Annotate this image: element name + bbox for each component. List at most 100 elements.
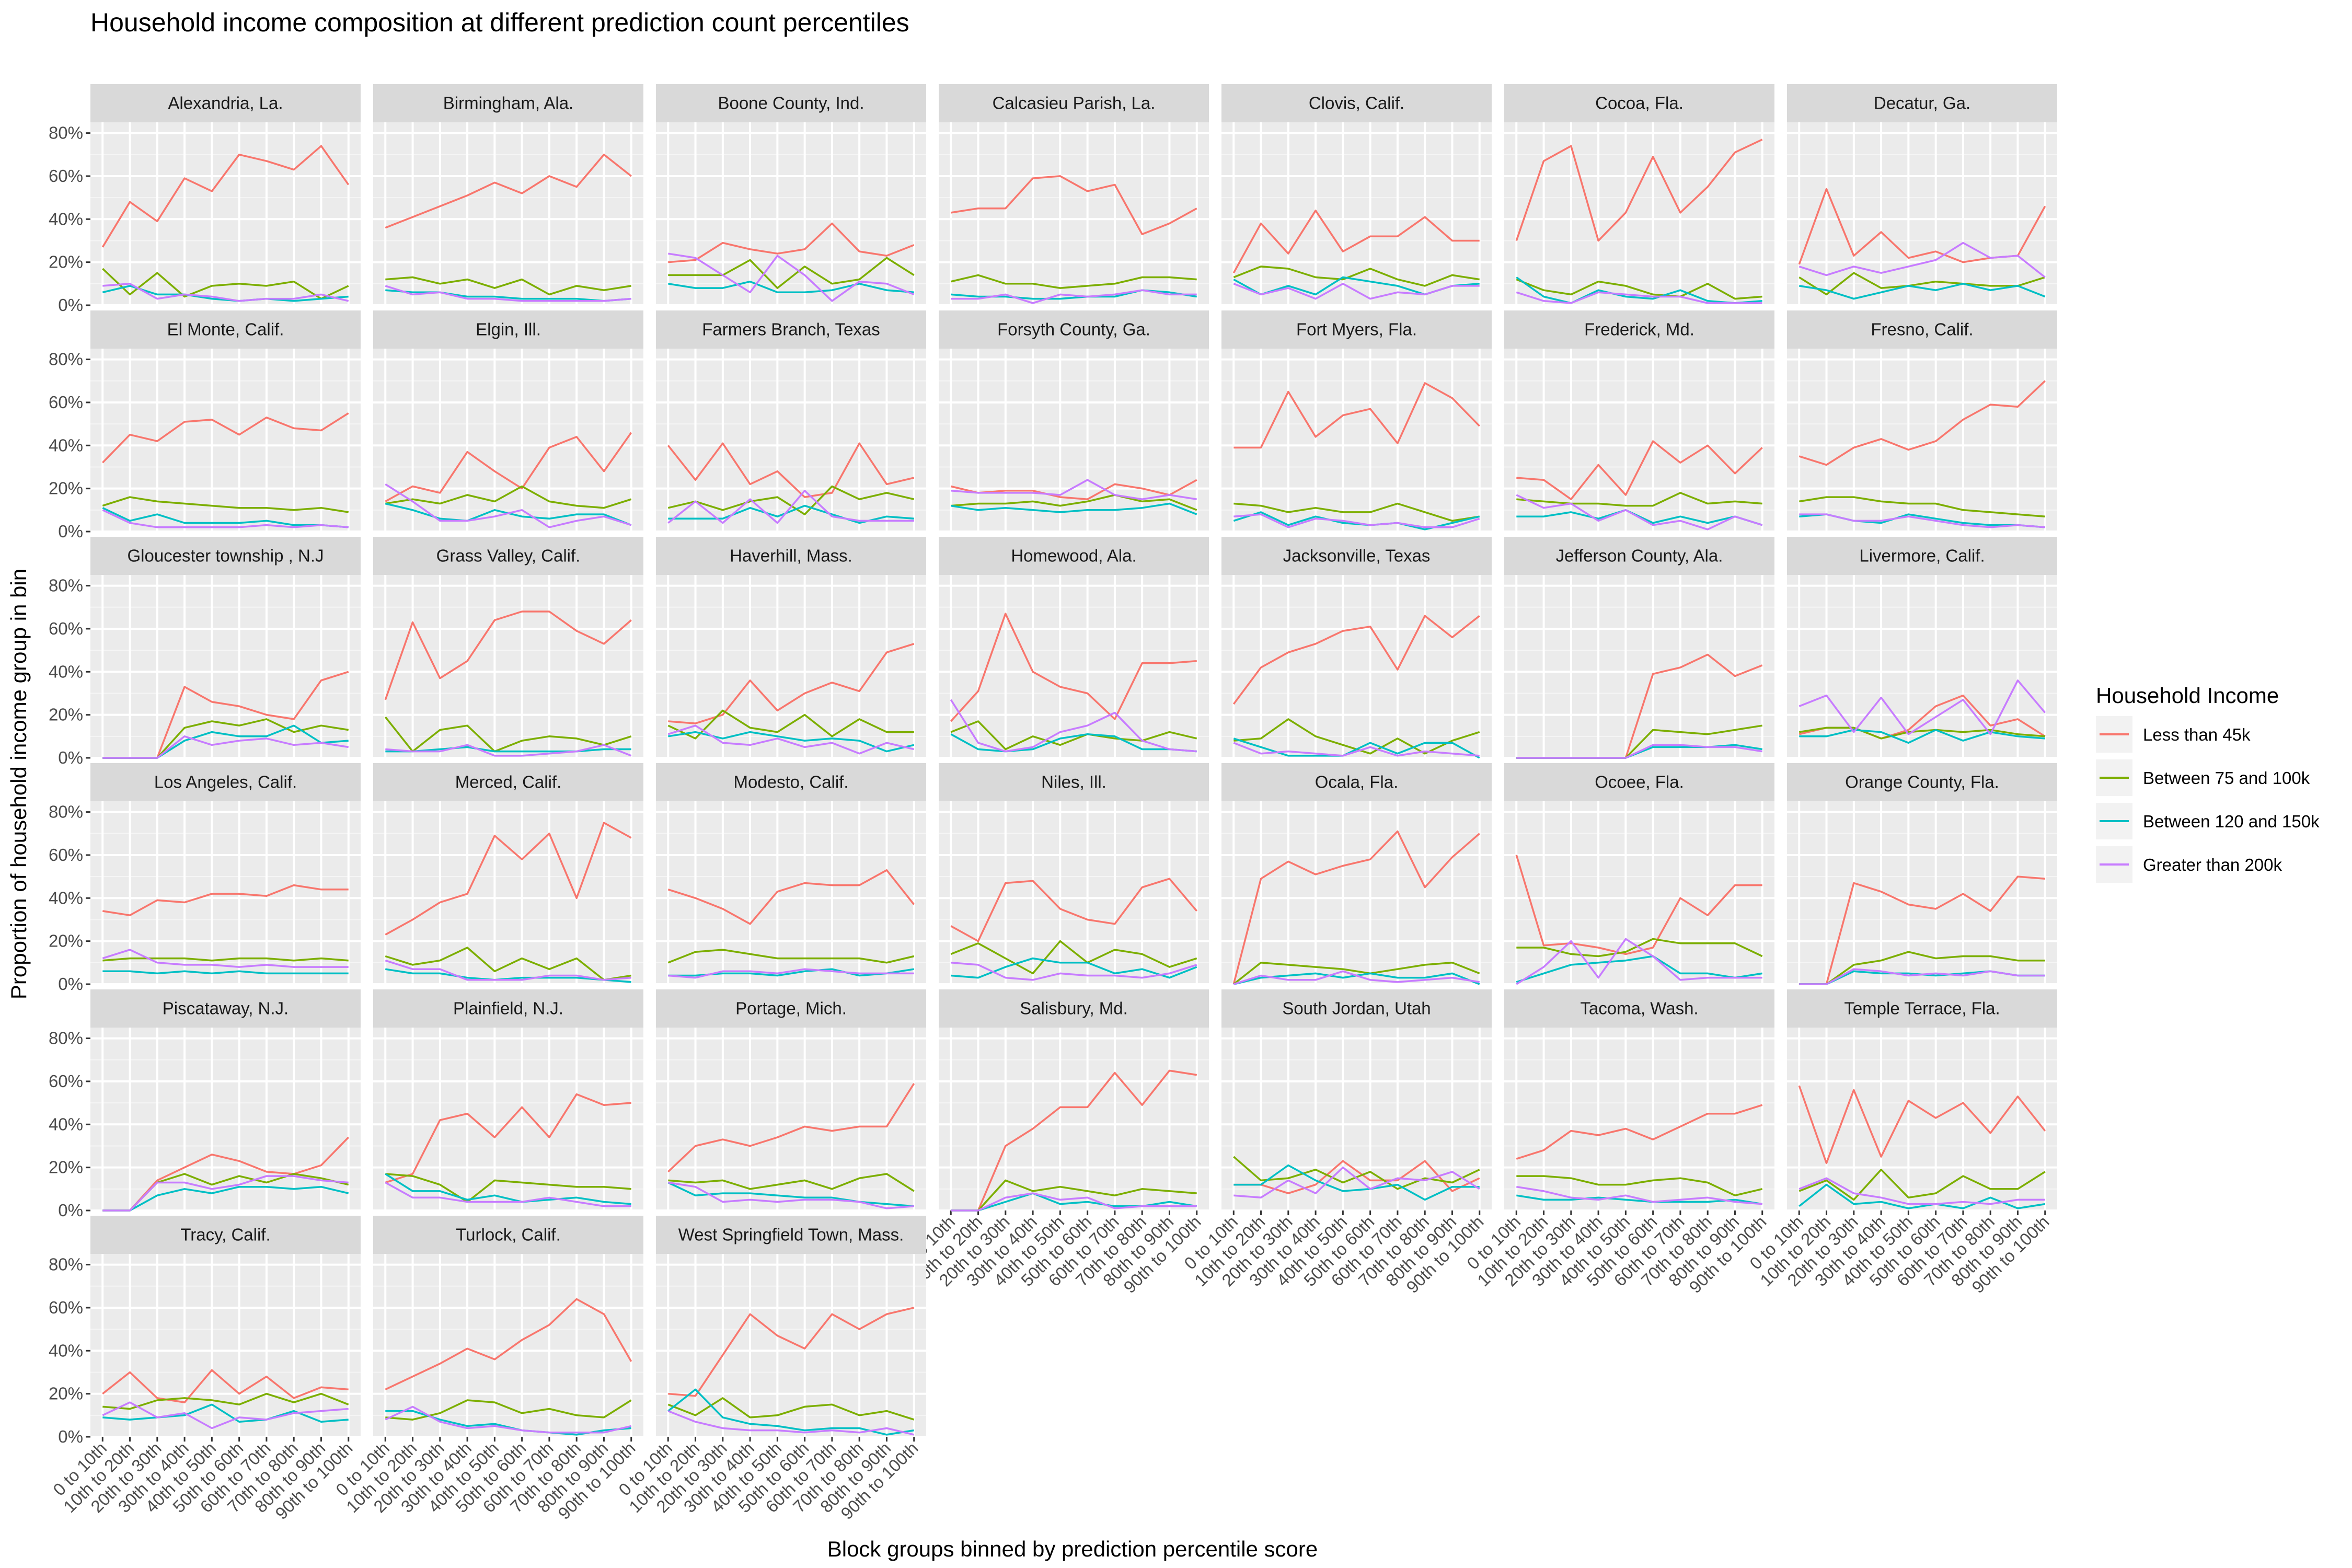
facet-panel: Gloucester township , N.J 0% 20% 40% 60% 80% bbox=[49, 537, 361, 767]
series-line bbox=[667, 442, 915, 498]
y-tick-label: 20% bbox=[49, 931, 83, 951]
facet-panel: Alexandria, La. 0% 20% 40% 60% 80% bbox=[49, 84, 361, 315]
series-line bbox=[385, 276, 631, 296]
series-line bbox=[668, 280, 914, 294]
y-tick-label: 60% bbox=[49, 166, 83, 186]
facet-strip bbox=[939, 537, 1209, 575]
facet-strip-label: Farmers Branch, Texas bbox=[702, 320, 880, 339]
series-line bbox=[1516, 276, 1762, 304]
series-line bbox=[667, 949, 915, 964]
facet-panel: Orange County, Fla. bbox=[1787, 763, 2057, 985]
facet-panel: Modesto, Calif. bbox=[656, 763, 926, 985]
series-line bbox=[1516, 955, 1762, 983]
plot-background bbox=[90, 575, 361, 758]
facet-panel: Tracy, Calif.0%20%40%60%80%0 to 10th10th… bbox=[49, 1216, 361, 1523]
plot-background bbox=[1787, 1028, 2057, 1210]
facet-strip-label: Decatur, Ga. bbox=[1874, 94, 1970, 113]
facet-strip bbox=[90, 84, 361, 122]
y-tick-label: 40% bbox=[49, 435, 83, 455]
series-line bbox=[950, 274, 1197, 289]
facet-strip-label: Homewood, Ala. bbox=[1011, 546, 1136, 566]
plot-background bbox=[1787, 801, 2057, 984]
series-line bbox=[385, 960, 631, 981]
facet-strip-label: Livermore, Calif. bbox=[1859, 546, 1985, 566]
plot-background bbox=[373, 1028, 643, 1210]
facet-strip bbox=[656, 537, 926, 575]
facet-strip-label: Salisbury, Md. bbox=[1020, 999, 1128, 1018]
facet-panel: Niles, Ill. bbox=[939, 763, 1209, 985]
facet-strip bbox=[1221, 84, 1492, 122]
series-line bbox=[1233, 737, 1480, 759]
y-tick-label: 60% bbox=[49, 393, 83, 412]
facet-strip-label: Ocala, Fla. bbox=[1315, 773, 1399, 792]
series-line bbox=[1516, 744, 1762, 759]
facet-strip-label: West Springfield Town, Mass. bbox=[678, 1225, 904, 1244]
series-line bbox=[102, 507, 349, 528]
facet-strip-label: Frederick, Md. bbox=[1584, 320, 1694, 339]
series-line bbox=[102, 1401, 349, 1429]
facet-panel: West Springfield Town, Mass.0 to 10th10t… bbox=[615, 1216, 926, 1523]
series-line bbox=[1516, 1104, 1763, 1160]
plot-background bbox=[373, 575, 643, 758]
plot-background bbox=[1504, 349, 1774, 532]
series-line bbox=[385, 822, 632, 936]
series-line bbox=[384, 716, 632, 753]
chart-title: Household income composition at differen… bbox=[90, 8, 909, 37]
y-tick-label: 40% bbox=[49, 1341, 83, 1360]
plot-background bbox=[1221, 349, 1492, 532]
series-line bbox=[102, 496, 349, 513]
series-line bbox=[1233, 513, 1480, 528]
series-line bbox=[668, 968, 914, 979]
plot-background bbox=[1787, 122, 2057, 305]
plot-background bbox=[90, 1028, 361, 1210]
series-line bbox=[1799, 968, 2045, 985]
x-axis-title: Block groups binned by prediction percen… bbox=[827, 1537, 1318, 1561]
y-tick-label: 20% bbox=[49, 1384, 83, 1403]
facet-strip-label: Merced, Calif. bbox=[455, 773, 562, 792]
series-line bbox=[950, 479, 1197, 500]
series-line bbox=[1516, 509, 1763, 526]
y-tick-label: 80% bbox=[49, 1255, 83, 1274]
series-line bbox=[668, 1173, 915, 1192]
series-line bbox=[385, 432, 632, 502]
facet-strip bbox=[373, 310, 643, 349]
facet-strip bbox=[939, 989, 1209, 1028]
facet-strip bbox=[1504, 84, 1774, 122]
facet-panel: Cocoa, Fla. bbox=[1504, 84, 1774, 306]
facet-strip-label: Calcasieu Parish, La. bbox=[993, 94, 1156, 113]
facet-panel: Boone County, Ind. bbox=[656, 84, 926, 306]
facet-strip bbox=[656, 84, 926, 122]
series-line bbox=[1233, 742, 1480, 757]
series-line bbox=[1798, 1085, 2046, 1165]
series-line bbox=[668, 504, 914, 524]
series-line bbox=[102, 509, 349, 528]
series-line bbox=[1516, 1185, 1762, 1205]
series-line bbox=[102, 1185, 349, 1212]
facet-strip-label: Niles, Ill. bbox=[1041, 773, 1106, 792]
y-tick-label: 80% bbox=[49, 802, 83, 822]
plot-background bbox=[1504, 575, 1774, 758]
series-line bbox=[1233, 266, 1480, 287]
facet-strip bbox=[1221, 310, 1492, 349]
facet-strip-label: Tacoma, Wash. bbox=[1580, 999, 1698, 1018]
series-line bbox=[385, 485, 632, 509]
series-line bbox=[667, 724, 915, 755]
series-line bbox=[1233, 962, 1480, 985]
plot-background bbox=[656, 575, 926, 758]
series-line bbox=[668, 1307, 915, 1397]
plot-background bbox=[656, 349, 926, 532]
series-line bbox=[950, 613, 1197, 722]
facet-strip bbox=[1221, 989, 1492, 1028]
facet-strip bbox=[939, 763, 1209, 801]
series-line bbox=[1233, 502, 1480, 522]
series-line bbox=[1232, 615, 1480, 705]
series-line bbox=[951, 1069, 1197, 1212]
facet-panel: Grass Valley, Calif. bbox=[373, 537, 643, 759]
facet-strip bbox=[90, 1216, 361, 1254]
plot-background bbox=[939, 349, 1209, 532]
series-line bbox=[1798, 380, 2046, 466]
facet-strip-label: El Monte, Calif. bbox=[167, 320, 284, 339]
plot-background bbox=[90, 801, 361, 984]
